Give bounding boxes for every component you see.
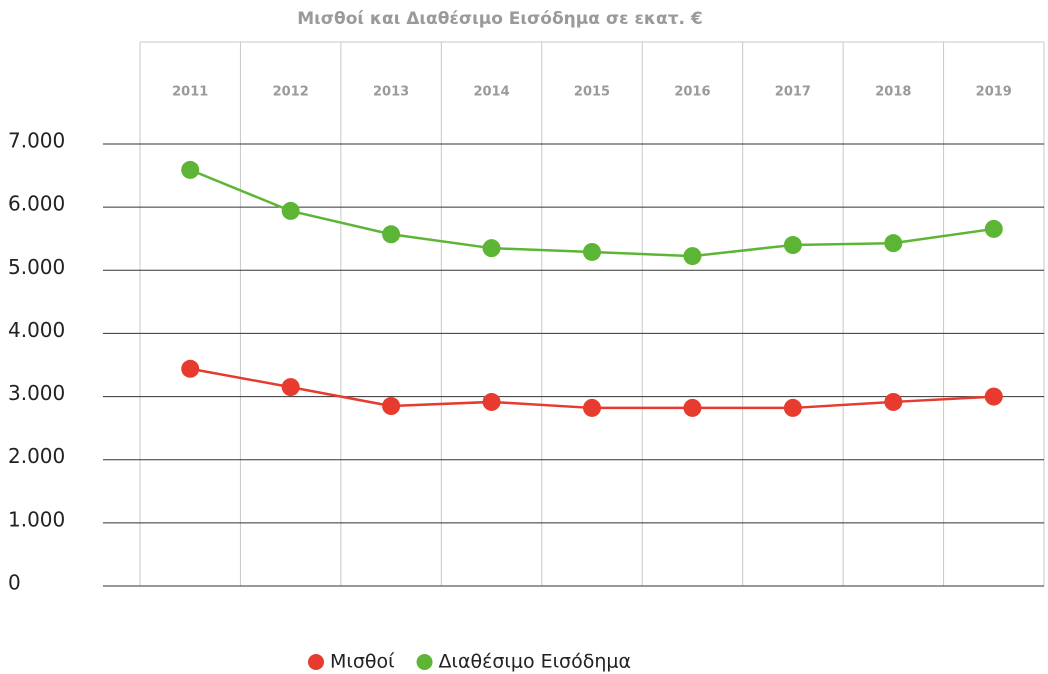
data-point bbox=[783, 398, 802, 417]
legend-marker bbox=[416, 654, 433, 670]
data-point bbox=[683, 398, 702, 417]
data-point bbox=[482, 239, 501, 258]
y-tick-label: 3.000 bbox=[8, 381, 65, 405]
data-point bbox=[583, 242, 601, 261]
data-point bbox=[281, 378, 300, 397]
x-tick-label: 2017 bbox=[775, 85, 811, 100]
x-tick-label: 2016 bbox=[674, 85, 710, 100]
data-point bbox=[583, 398, 601, 417]
data-point bbox=[181, 160, 200, 179]
y-tick-label: 0 bbox=[8, 571, 21, 595]
data-point bbox=[884, 392, 903, 411]
data-point bbox=[783, 236, 802, 255]
y-tick-label: 5.000 bbox=[8, 255, 65, 279]
legend-marker bbox=[308, 654, 324, 670]
data-point bbox=[984, 387, 1003, 406]
y-tick-label: 6.000 bbox=[8, 192, 65, 216]
x-tick-label: 2013 bbox=[373, 85, 409, 100]
data-point bbox=[382, 397, 401, 416]
y-tick-label: 7.000 bbox=[8, 129, 65, 153]
data-point bbox=[382, 225, 401, 244]
x-tick-label: 2015 bbox=[574, 85, 610, 100]
x-tick-label: 2012 bbox=[273, 85, 309, 100]
legend-label: Μισθοί bbox=[330, 651, 395, 673]
data-point bbox=[984, 219, 1003, 238]
x-tick-label: 2019 bbox=[976, 85, 1012, 100]
y-tick-label: 2.000 bbox=[8, 444, 65, 468]
data-point bbox=[884, 234, 903, 253]
data-point bbox=[281, 201, 300, 220]
y-tick-label: 1.000 bbox=[8, 507, 65, 531]
x-tick-label: 2011 bbox=[172, 85, 208, 100]
data-point bbox=[181, 359, 200, 378]
x-tick-label: 2018 bbox=[875, 85, 911, 100]
legend-label: Διαθέσιμο Εισόδημα bbox=[439, 651, 631, 673]
chart-title: Μισθοί και Διαθέσιμο Εισόδημα σε εκατ. € bbox=[297, 9, 703, 29]
data-point bbox=[482, 392, 501, 411]
y-tick-label: 4.000 bbox=[8, 318, 65, 342]
data-point bbox=[683, 247, 702, 266]
x-tick-label: 2014 bbox=[473, 85, 509, 100]
